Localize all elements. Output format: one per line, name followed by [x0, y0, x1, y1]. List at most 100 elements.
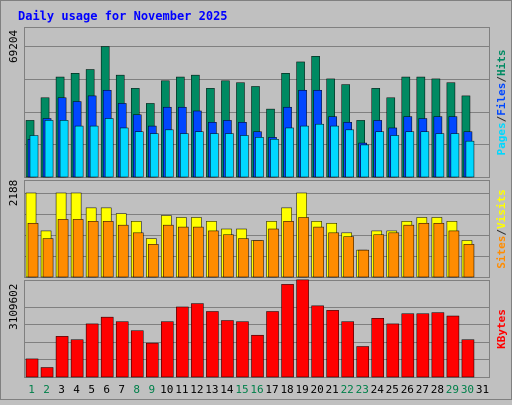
bar-sites-day-18	[283, 221, 294, 278]
x-tick-label: 10	[160, 383, 173, 396]
x-tick-label: 8	[133, 383, 140, 396]
bar-sites-day-6	[102, 221, 114, 278]
bar-kbytes-day-11	[176, 306, 189, 378]
panel-max-label: 2188	[7, 180, 20, 207]
side-label-separator: /	[495, 229, 508, 236]
bar-sites-day-10	[163, 224, 174, 278]
bar-kbytes-day-13	[206, 311, 219, 378]
bar-pages-day-26	[405, 131, 415, 178]
bar-kbytes-day-29	[446, 315, 460, 378]
bar-pages-day-3	[59, 120, 69, 178]
panel-kbytes: 3109602 KBytes	[7, 279, 508, 378]
panel-side-label: Pages/Files/Hits	[495, 50, 508, 156]
bar-pages-day-10	[165, 129, 174, 178]
x-tick-label: 6	[103, 383, 110, 396]
x-tick-label: 14	[220, 383, 234, 396]
x-tick-label: 26	[401, 383, 414, 396]
bar-pages-day-6	[104, 118, 114, 178]
bar-sites-day-4	[72, 219, 84, 278]
bar-sites-day-29	[448, 230, 460, 278]
bar-pages-day-15	[240, 135, 249, 178]
x-tick-label: 27	[416, 383, 429, 396]
series-sites	[27, 217, 475, 278]
bar-kbytes-day-2	[40, 367, 54, 378]
bar-pages-day-9	[150, 133, 159, 178]
side-label-pages: Pages	[495, 122, 508, 155]
bar-kbytes-day-5	[85, 323, 99, 378]
bar-kbytes-day-9	[146, 342, 159, 378]
x-tick-label: 1	[28, 383, 35, 396]
bar-kbytes-day-7	[115, 321, 129, 378]
x-tick-label: 21	[326, 383, 339, 396]
bar-pages-day-23	[360, 144, 369, 178]
bar-sites-day-28	[433, 222, 445, 278]
chart-title: Daily usage for November 2025	[18, 9, 228, 23]
bar-pages-day-8	[134, 131, 144, 178]
x-tick-label: 30	[461, 383, 474, 396]
bar-kbytes-day-14	[221, 320, 234, 378]
bar-kbytes-day-23	[356, 346, 369, 378]
x-tick-label: 25	[386, 383, 399, 396]
x-tick-label: 13	[205, 383, 218, 396]
bar-kbytes-day-20	[311, 305, 324, 378]
bar-kbytes-day-21	[326, 310, 339, 378]
bar-sites-day-26	[403, 224, 415, 278]
x-tick-label: 18	[280, 383, 293, 396]
bar-sites-day-22	[343, 236, 354, 278]
bar-sites-day-3	[57, 219, 69, 278]
bar-sites-day-21	[328, 232, 339, 278]
bar-kbytes-day-6	[100, 316, 114, 378]
bar-kbytes-day-27	[416, 313, 430, 378]
x-tick-label: 12	[190, 383, 203, 396]
x-tick-label: 9	[148, 383, 155, 396]
side-label-separator: /	[495, 115, 508, 122]
bar-sites-day-25	[388, 232, 400, 278]
bar-pages-day-18	[285, 127, 294, 178]
bar-pages-day-16	[255, 137, 264, 178]
bar-kbytes-day-12	[191, 303, 204, 378]
bar-pages-day-19	[300, 125, 309, 178]
x-tick-label: 24	[371, 383, 385, 396]
x-tick-label: 23	[356, 383, 369, 396]
x-tick-label: 31	[476, 383, 489, 396]
side-label-visits: Visits	[495, 189, 508, 229]
bar-sites-day-5	[87, 221, 99, 278]
bar-pages-day-5	[89, 125, 99, 178]
bar-kbytes-day-16	[251, 334, 264, 378]
bar-kbytes-day-17	[266, 311, 279, 378]
x-tick-label: 2	[43, 383, 50, 396]
bar-sites-day-27	[418, 222, 430, 278]
bar-pages-day-25	[390, 135, 400, 178]
bar-pages-day-29	[450, 133, 460, 178]
side-label-hits: Hits	[495, 50, 508, 77]
bar-kbytes-day-3	[55, 336, 69, 378]
bar-pages-day-2	[44, 120, 54, 178]
bar-sites-day-19	[298, 217, 309, 278]
x-tick-label: 4	[73, 383, 80, 396]
side-label-files: Files	[495, 83, 508, 116]
x-tick-label: 16	[250, 383, 263, 396]
bar-sites-day-16	[253, 240, 264, 278]
bar-sites-day-2	[42, 238, 54, 278]
series-pages	[29, 118, 475, 178]
bar-kbytes-day-1	[25, 358, 39, 378]
x-tick-label: 17	[265, 383, 278, 396]
bar-pages-day-17	[270, 139, 279, 178]
bar-pages-day-30	[465, 140, 475, 178]
x-tick-label: 5	[88, 383, 95, 396]
bar-sites-day-30	[463, 244, 475, 278]
x-axis: 1 2 3 4 5 6 7 8 9 10 11 12 13 14 15 16 17 18 19 20 21 22 23 24 2…	[28, 383, 489, 396]
bar-kbytes-day-30	[461, 339, 475, 378]
bar-kbytes-day-24	[371, 318, 385, 378]
bar-sites-day-20	[313, 226, 324, 278]
bar-sites-day-11	[178, 226, 189, 278]
side-label-sites: Sites	[495, 236, 508, 269]
bar-pages-day-4	[74, 125, 84, 178]
bar-kbytes-day-8	[130, 330, 144, 378]
bar-kbytes-day-18	[281, 284, 294, 378]
panel-side-label: KBytes	[495, 309, 508, 349]
bar-pages-day-27	[420, 131, 430, 178]
bar-sites-day-8	[132, 232, 144, 278]
bar-kbytes-day-22	[341, 321, 354, 378]
